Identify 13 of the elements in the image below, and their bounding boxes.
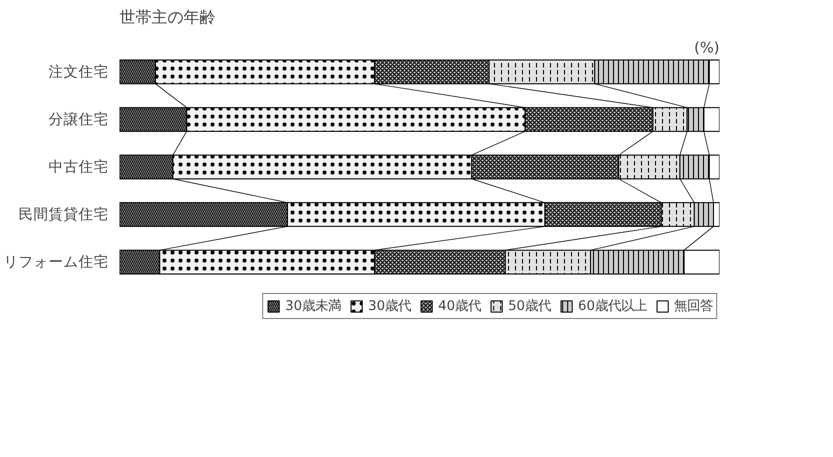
- legend-label: 30歳未満: [285, 298, 342, 315]
- y-tick-label: リフォーム住宅: [4, 254, 108, 271]
- y-tick-label: 注文住宅: [48, 63, 108, 80]
- legend-label: 60歳代以上: [578, 298, 647, 315]
- legend-label: 30歳代: [368, 298, 412, 315]
- legend-label: 無回答: [674, 298, 713, 315]
- y-tick-label: 中古住宅: [48, 158, 108, 176]
- y-tick-label: 分譲住宅: [48, 110, 108, 128]
- annotation: (%): [694, 40, 720, 57]
- y-tick-label: 民間賃貸住宅: [18, 206, 108, 224]
- chart-title: 世帯主の年齢: [120, 8, 216, 26]
- legend-label: 40歳代: [438, 298, 482, 315]
- legend-label: 50歳代: [508, 298, 552, 315]
